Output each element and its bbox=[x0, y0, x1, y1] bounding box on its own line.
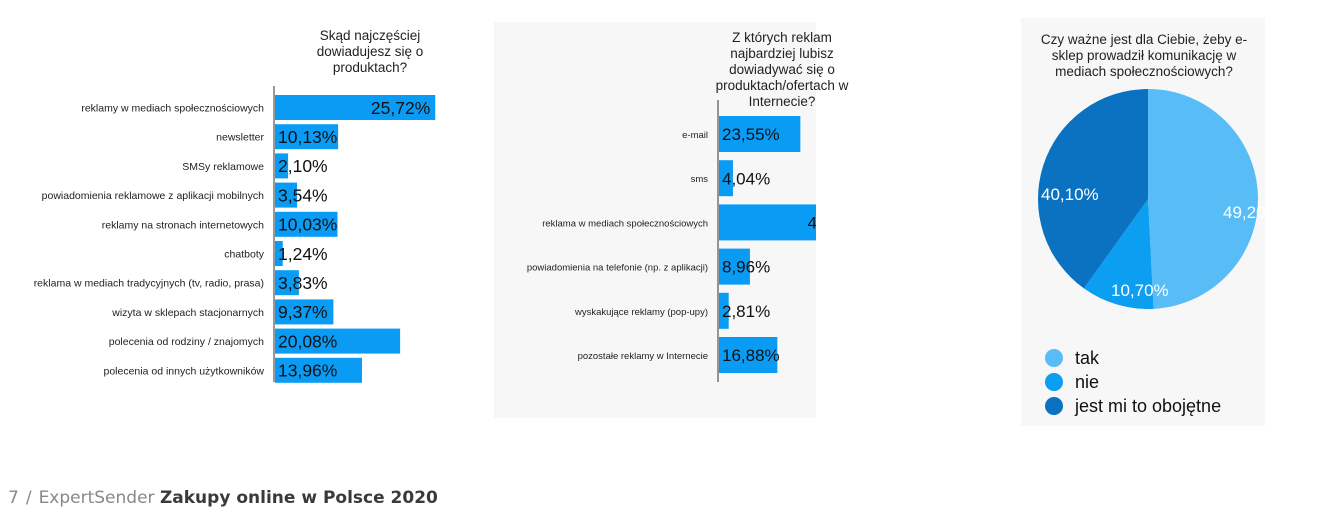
bar bbox=[275, 270, 299, 296]
bar bbox=[719, 292, 729, 329]
data-label: 2,81% bbox=[722, 302, 770, 321]
chart-title: Z których reklam najbardziej lubisz dowi… bbox=[715, 30, 849, 109]
data-label: 10,13% bbox=[278, 127, 337, 147]
category-label: reklama w mediach tradycyjnych (tv, radi… bbox=[34, 278, 264, 290]
category-label: wyskakujące reklamy (pop-upy) bbox=[574, 307, 708, 318]
pie-slice bbox=[1083, 199, 1154, 309]
data-label: 10,03% bbox=[278, 215, 337, 235]
legend-marker bbox=[1045, 397, 1063, 415]
data-label: 16,88% bbox=[722, 346, 780, 365]
legend-marker bbox=[1045, 373, 1063, 391]
bar bbox=[275, 182, 298, 208]
bar bbox=[275, 95, 436, 120]
bar bbox=[275, 211, 338, 237]
data-label: 3,83% bbox=[278, 273, 328, 293]
data-label: 23,55% bbox=[722, 125, 780, 144]
legend-marker bbox=[1045, 349, 1063, 367]
category-label: reklamy na stronach internetowych bbox=[102, 219, 264, 231]
bar bbox=[275, 328, 401, 354]
category-label: powiadomienia reklamowe z aplikacji mobi… bbox=[42, 190, 265, 202]
data-label: 25,72% bbox=[371, 98, 430, 118]
category-label: reklama w mediach społecznościowych bbox=[542, 218, 708, 229]
category-label: polecenia od rodziny / znajomych bbox=[109, 336, 264, 348]
page-number: 7 bbox=[8, 488, 19, 508]
legend-label: tak bbox=[1075, 348, 1100, 368]
bar bbox=[275, 299, 334, 325]
data-label: 20,08% bbox=[278, 331, 337, 351]
pie-slice bbox=[1148, 89, 1258, 309]
category-label: reklamy w mediach społecznościowych bbox=[81, 103, 264, 115]
bar bbox=[275, 357, 362, 383]
data-label: 3,54% bbox=[278, 185, 328, 205]
chart-title: Skąd najczęściej dowiadujesz się o produ… bbox=[316, 28, 424, 75]
category-label: pozostałe reklamy w Internecie bbox=[578, 351, 708, 362]
category-label: wizyta w sklepach stacjonarnych bbox=[111, 307, 264, 319]
report-title: Zakupy online w Polsce 2020 bbox=[159, 488, 438, 508]
bar bbox=[719, 337, 778, 373]
category-label: polecenia od innych użytkowników bbox=[103, 365, 264, 377]
data-label: 13,96% bbox=[278, 361, 337, 381]
slice-label: 40,10% bbox=[1041, 185, 1099, 204]
data-label: 8,96% bbox=[722, 258, 770, 277]
data-label: 43,76% bbox=[807, 214, 816, 233]
category-label: SMSy reklamowe bbox=[182, 161, 264, 173]
footer-separator: / bbox=[25, 488, 32, 508]
slice-label: 10,70% bbox=[1111, 281, 1169, 300]
category-label: chatboty bbox=[224, 249, 264, 261]
chart-title: Czy ważne jest dla Ciebie, żeby e-sklep … bbox=[1040, 32, 1248, 79]
page-footer: 7 / ExpertSender Zakupy online w Polsce 20… bbox=[8, 488, 438, 508]
bar bbox=[275, 241, 283, 266]
bar bbox=[275, 124, 339, 150]
slice-label: 49,20% bbox=[1223, 203, 1265, 222]
pie-chart-social-media: 49,20% 10,70% 40,10% tak nie jest mi to oboję… bbox=[1038, 89, 1281, 416]
category-label: e-mail bbox=[682, 130, 708, 141]
data-label: 4,04% bbox=[722, 169, 770, 188]
data-label: 1,24% bbox=[278, 244, 328, 264]
category-label: powiadomienia na telefonie (np. z aplika… bbox=[527, 263, 708, 274]
chart-panel-social-media: Czy ważne jest dla Ciebie, żeby e-sklep … bbox=[1021, 18, 1281, 426]
data-label: 9,37% bbox=[278, 302, 328, 322]
chart-panel-sources: Skąd najczęściej dowiadujesz się o produ… bbox=[0, 18, 470, 413]
bar bbox=[719, 248, 750, 285]
category-label: newsletter bbox=[216, 132, 264, 144]
bar-chart-sources: reklamy w mediach społecznościowych 25,72… bbox=[34, 86, 436, 383]
category-label: sms bbox=[691, 174, 709, 185]
bar bbox=[719, 116, 801, 152]
bar bbox=[275, 153, 289, 179]
chart-panel-preferred-ads: Z których reklam najbardziej lubisz dowi… bbox=[494, 22, 871, 418]
bar bbox=[719, 204, 871, 241]
bar bbox=[719, 160, 733, 197]
legend-label: jest mi to obojętne bbox=[1074, 396, 1221, 416]
legend-label: nie bbox=[1075, 372, 1099, 392]
data-label: 2,10% bbox=[278, 156, 328, 176]
footer-brand: ExpertSender bbox=[38, 488, 155, 508]
pie-slice bbox=[1038, 89, 1148, 289]
